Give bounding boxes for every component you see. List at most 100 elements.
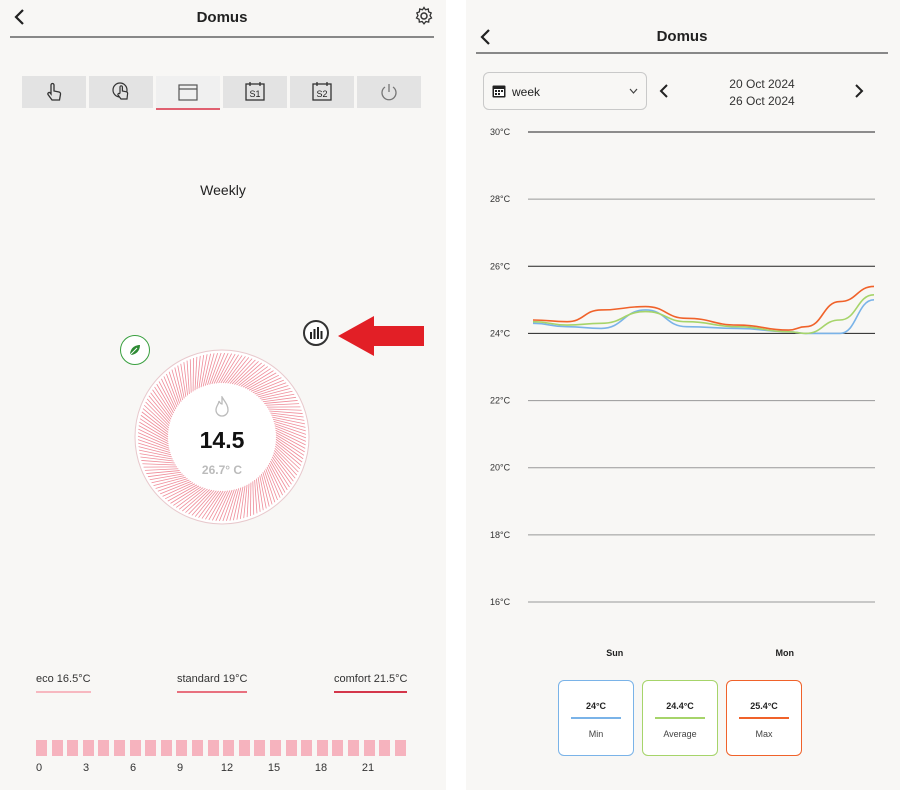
schedule-slot[interactable] xyxy=(207,740,219,756)
schedule-slot[interactable] xyxy=(332,740,344,756)
y-tick-label: 24°C xyxy=(490,328,511,338)
hour-label: 15 xyxy=(267,762,281,774)
dial-ray xyxy=(246,483,250,518)
dial-ray xyxy=(274,450,298,476)
dial-ray xyxy=(270,460,288,491)
schedule-slot[interactable] xyxy=(285,740,297,756)
schedule-slot[interactable] xyxy=(114,740,125,756)
tab-weekly[interactable] xyxy=(156,76,220,110)
dial-ray xyxy=(274,425,307,439)
schedule-slot[interactable] xyxy=(254,740,266,756)
s2-icon: S2 xyxy=(312,82,332,101)
dial-ray xyxy=(215,490,231,521)
y-tick-label: 16°C xyxy=(490,597,511,607)
dial-ray xyxy=(274,423,307,435)
power-icon xyxy=(381,84,397,101)
dial-ray xyxy=(142,408,169,431)
app-header: Domus xyxy=(476,18,888,54)
schedule-slot[interactable] xyxy=(129,740,141,756)
schedule-slot[interactable] xyxy=(394,740,406,756)
dial-ray xyxy=(185,489,210,513)
stat-min-line xyxy=(571,717,621,719)
leaf-icon xyxy=(129,345,140,356)
schedule-slot[interactable] xyxy=(316,740,328,756)
statistics-button[interactable] xyxy=(303,320,329,346)
date-range: 20 Oct 2024 26 Oct 2024 xyxy=(716,76,808,110)
dial-ray xyxy=(257,477,264,511)
flame-icon xyxy=(215,396,229,417)
dial-ray xyxy=(156,383,174,414)
x-tick-label: Sun xyxy=(606,648,623,658)
dial-ray xyxy=(138,449,172,458)
tab-manual[interactable] xyxy=(22,76,86,108)
dial-ray xyxy=(236,486,244,520)
dial-ray xyxy=(274,445,301,470)
tab-s1[interactable]: S1 xyxy=(223,76,287,108)
dial-ray xyxy=(226,488,237,522)
schedule-slot[interactable] xyxy=(223,740,235,756)
schedule-slot[interactable] xyxy=(36,740,47,756)
dial-ray xyxy=(264,400,298,404)
dial-ray xyxy=(275,427,307,442)
schedule-slot[interactable] xyxy=(82,740,94,756)
dial-ray xyxy=(167,484,198,502)
stat-min-value: 24°C xyxy=(585,701,607,711)
stat-min-card: 24°C Min xyxy=(558,680,634,756)
dial-ray xyxy=(163,376,178,408)
dial-ray xyxy=(244,370,274,389)
stat-max-line xyxy=(739,717,789,719)
schedule-slot[interactable] xyxy=(363,740,375,756)
dial-ray xyxy=(143,404,170,429)
tab-timer[interactable] xyxy=(89,76,153,108)
range-select[interactable]: week xyxy=(483,72,647,110)
dial-ray xyxy=(256,385,289,396)
dial-ray xyxy=(261,393,295,401)
dial-ray xyxy=(225,356,246,384)
stat-average-value: 24.4°C xyxy=(666,701,694,711)
dial-ray xyxy=(171,369,182,402)
dial-ray xyxy=(271,414,305,421)
previous-period-button[interactable] xyxy=(659,84,669,98)
dial-ray xyxy=(254,382,287,395)
schedule-slot[interactable] xyxy=(348,740,359,756)
preset-eco-bar xyxy=(36,691,91,693)
dial-ray xyxy=(229,488,240,521)
dial-ray xyxy=(144,468,179,471)
dial-ray xyxy=(215,353,233,384)
dial-ray xyxy=(174,367,184,401)
dial-ray xyxy=(218,353,236,384)
gear-icon[interactable] xyxy=(414,6,434,26)
dial-ray xyxy=(141,411,169,433)
dial-ray xyxy=(229,358,253,384)
next-period-button[interactable] xyxy=(854,84,864,98)
schedule-slot[interactable] xyxy=(51,740,63,756)
schedule-slot[interactable] xyxy=(301,740,313,756)
schedule-slot[interactable] xyxy=(238,740,250,756)
daily-schedule-bar[interactable] xyxy=(36,740,406,756)
dial-ray xyxy=(198,354,205,389)
schedule-slot[interactable] xyxy=(192,740,203,756)
tab-s2[interactable]: S2 xyxy=(290,76,354,108)
preset-comfort[interactable]: comfort 21.5°C xyxy=(334,673,408,693)
dial-ray xyxy=(270,458,290,488)
schedule-slot[interactable] xyxy=(176,740,188,756)
tab-power[interactable] xyxy=(357,76,421,108)
y-tick-label: 22°C xyxy=(490,396,511,406)
dial-ray xyxy=(137,435,170,449)
back-arrow-icon[interactable] xyxy=(10,6,30,28)
dial-ray xyxy=(209,352,222,385)
schedule-slot[interactable] xyxy=(98,740,110,756)
preset-standard[interactable]: standard 19°C xyxy=(177,673,248,693)
schedule-slot[interactable] xyxy=(145,740,157,756)
preset-eco[interactable]: eco 16.5°C xyxy=(36,673,91,693)
schedule-slot[interactable] xyxy=(270,740,281,756)
schedule-slot[interactable] xyxy=(379,740,391,756)
schedule-slot[interactable] xyxy=(67,740,79,756)
schedule-slot[interactable] xyxy=(160,740,172,756)
page-title: Domus xyxy=(196,9,248,26)
back-arrow-icon[interactable] xyxy=(476,26,496,48)
dial-ray xyxy=(140,414,169,436)
statistics-screen: Domus week 20 Oct 2024 26 Oct 2024 30°C 2… xyxy=(466,0,900,790)
dial-ray xyxy=(269,410,303,414)
dial-ray xyxy=(275,436,305,456)
